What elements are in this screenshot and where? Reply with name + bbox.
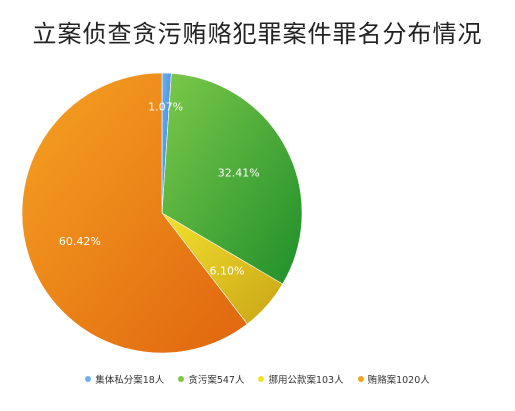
legend: 集体私分案18人 贪污案547人 挪用公款案103人 贿赂案1020人 <box>0 372 515 386</box>
legend-item-3: 贿赂案1020人 <box>357 372 430 386</box>
legend-item-1: 贪污案547人 <box>178 372 244 386</box>
legend-label-1: 贪污案547人 <box>188 375 245 386</box>
legend-swatch-3 <box>357 376 364 382</box>
pie-slice-3 <box>21 72 248 354</box>
legend-label-3: 贿赂案1020人 <box>367 375 430 386</box>
legend-swatch-0 <box>85 376 92 382</box>
slice-percent-label-0: 1.07% <box>148 101 183 114</box>
legend-label-2: 挪用公款案103人 <box>268 375 344 386</box>
slice-percent-label-3: 60.42% <box>59 235 101 248</box>
pie-slice-1 <box>161 72 303 285</box>
slice-percent-label-1: 32.41% <box>218 166 260 179</box>
slice-percent-label-2: 6.10% <box>210 264 245 277</box>
legend-item-0: 集体私分案18人 <box>85 372 164 386</box>
legend-item-2: 挪用公款案103人 <box>258 372 344 386</box>
legend-label-0: 集体私分案18人 <box>95 375 165 386</box>
chart-title: 立案侦查贪污贿赂犯罪案件罪名分布情况 <box>32 20 483 48</box>
legend-swatch-1 <box>178 376 185 382</box>
legend-swatch-2 <box>258 376 265 382</box>
